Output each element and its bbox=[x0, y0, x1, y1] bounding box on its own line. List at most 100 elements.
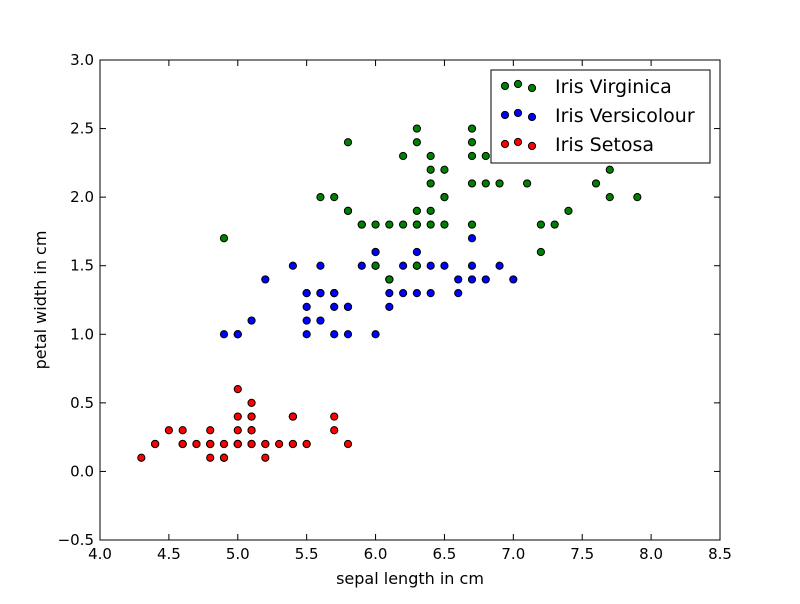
data-point-virginica bbox=[386, 276, 393, 283]
data-point-virginica bbox=[468, 180, 475, 187]
data-point-setosa bbox=[289, 440, 296, 447]
x-tick-label: 6.0 bbox=[364, 545, 388, 563]
data-point-virginica bbox=[427, 152, 434, 159]
data-point-virginica bbox=[344, 207, 351, 214]
data-point-versicolour bbox=[303, 303, 310, 310]
data-point-virginica bbox=[441, 221, 448, 228]
data-point-versicolour bbox=[344, 331, 351, 338]
data-point-versicolour bbox=[400, 262, 407, 269]
data-point-virginica bbox=[468, 139, 475, 146]
data-point-setosa bbox=[234, 440, 241, 447]
y-tick-label: −0.5 bbox=[58, 531, 94, 549]
data-point-versicolour bbox=[358, 262, 365, 269]
data-point-virginica bbox=[427, 207, 434, 214]
data-point-versicolour bbox=[468, 276, 475, 283]
data-point-virginica bbox=[537, 221, 544, 228]
legend-marker-versicolour bbox=[501, 111, 508, 118]
data-point-virginica bbox=[427, 180, 434, 187]
data-point-versicolour bbox=[344, 303, 351, 310]
x-tick-label: 8.5 bbox=[708, 545, 732, 563]
data-point-setosa bbox=[289, 413, 296, 420]
data-point-setosa bbox=[179, 440, 186, 447]
data-point-virginica bbox=[372, 262, 379, 269]
data-point-virginica bbox=[634, 194, 641, 201]
y-tick-label: 0.0 bbox=[70, 462, 94, 480]
data-point-versicolour bbox=[427, 290, 434, 297]
data-point-versicolour bbox=[468, 235, 475, 242]
data-point-setosa bbox=[207, 440, 214, 447]
legend-marker-virginica bbox=[501, 82, 508, 89]
y-tick-label: 1.0 bbox=[70, 325, 94, 343]
data-point-virginica bbox=[413, 221, 420, 228]
data-point-setosa bbox=[262, 454, 269, 461]
data-point-versicolour bbox=[331, 290, 338, 297]
data-point-virginica bbox=[344, 139, 351, 146]
data-point-setosa bbox=[165, 427, 172, 434]
data-point-versicolour bbox=[455, 276, 462, 283]
data-point-virginica bbox=[441, 194, 448, 201]
data-point-setosa bbox=[220, 454, 227, 461]
legend-marker-setosa bbox=[528, 142, 535, 149]
data-point-versicolour bbox=[317, 262, 324, 269]
x-tick-label: 7.0 bbox=[501, 545, 525, 563]
legend-marker-versicolour bbox=[514, 109, 521, 116]
legend-marker-virginica bbox=[528, 84, 535, 91]
data-point-virginica bbox=[372, 221, 379, 228]
data-point-setosa bbox=[152, 440, 159, 447]
data-point-versicolour bbox=[413, 290, 420, 297]
data-point-virginica bbox=[606, 166, 613, 173]
data-point-setosa bbox=[303, 440, 310, 447]
data-point-versicolour bbox=[386, 303, 393, 310]
data-point-versicolour bbox=[372, 331, 379, 338]
legend-label-setosa: Iris Setosa bbox=[555, 134, 654, 156]
data-point-virginica bbox=[427, 221, 434, 228]
data-point-virginica bbox=[482, 180, 489, 187]
data-point-virginica bbox=[468, 221, 475, 228]
data-point-setosa bbox=[220, 440, 227, 447]
y-tick-label: 2.0 bbox=[70, 188, 94, 206]
x-tick-label: 8.0 bbox=[639, 545, 663, 563]
data-point-versicolour bbox=[427, 262, 434, 269]
data-point-virginica bbox=[468, 125, 475, 132]
data-point-virginica bbox=[400, 221, 407, 228]
legend-marker-versicolour bbox=[528, 113, 535, 120]
data-point-versicolour bbox=[455, 290, 462, 297]
data-point-versicolour bbox=[220, 331, 227, 338]
data-point-setosa bbox=[248, 440, 255, 447]
data-point-setosa bbox=[179, 427, 186, 434]
y-tick-label: 0.5 bbox=[70, 394, 94, 412]
data-point-virginica bbox=[592, 180, 599, 187]
legend-marker-setosa bbox=[514, 138, 521, 145]
data-point-versicolour bbox=[303, 290, 310, 297]
data-point-setosa bbox=[262, 440, 269, 447]
data-point-versicolour bbox=[400, 290, 407, 297]
x-tick-label: 7.5 bbox=[570, 545, 594, 563]
data-point-virginica bbox=[537, 248, 544, 255]
y-tick-label: 1.5 bbox=[70, 257, 94, 275]
data-point-versicolour bbox=[482, 276, 489, 283]
data-point-virginica bbox=[524, 180, 531, 187]
data-point-versicolour bbox=[413, 248, 420, 255]
data-point-virginica bbox=[220, 235, 227, 242]
data-point-setosa bbox=[331, 427, 338, 434]
legend-label-virginica: Iris Virginica bbox=[555, 76, 672, 98]
data-point-versicolour bbox=[234, 331, 241, 338]
y-tick-label: 3.0 bbox=[70, 51, 94, 69]
data-point-virginica bbox=[551, 221, 558, 228]
data-point-virginica bbox=[441, 166, 448, 173]
data-point-virginica bbox=[331, 194, 338, 201]
data-point-setosa bbox=[207, 454, 214, 461]
data-point-virginica bbox=[606, 194, 613, 201]
x-tick-label: 6.5 bbox=[433, 545, 457, 563]
legend-label-versicolour: Iris Versicolour bbox=[555, 105, 695, 127]
data-point-setosa bbox=[207, 427, 214, 434]
data-point-versicolour bbox=[262, 276, 269, 283]
data-point-virginica bbox=[496, 180, 503, 187]
data-point-versicolour bbox=[386, 290, 393, 297]
data-point-virginica bbox=[413, 139, 420, 146]
data-point-setosa bbox=[193, 440, 200, 447]
data-point-setosa bbox=[276, 440, 283, 447]
data-point-virginica bbox=[482, 152, 489, 159]
